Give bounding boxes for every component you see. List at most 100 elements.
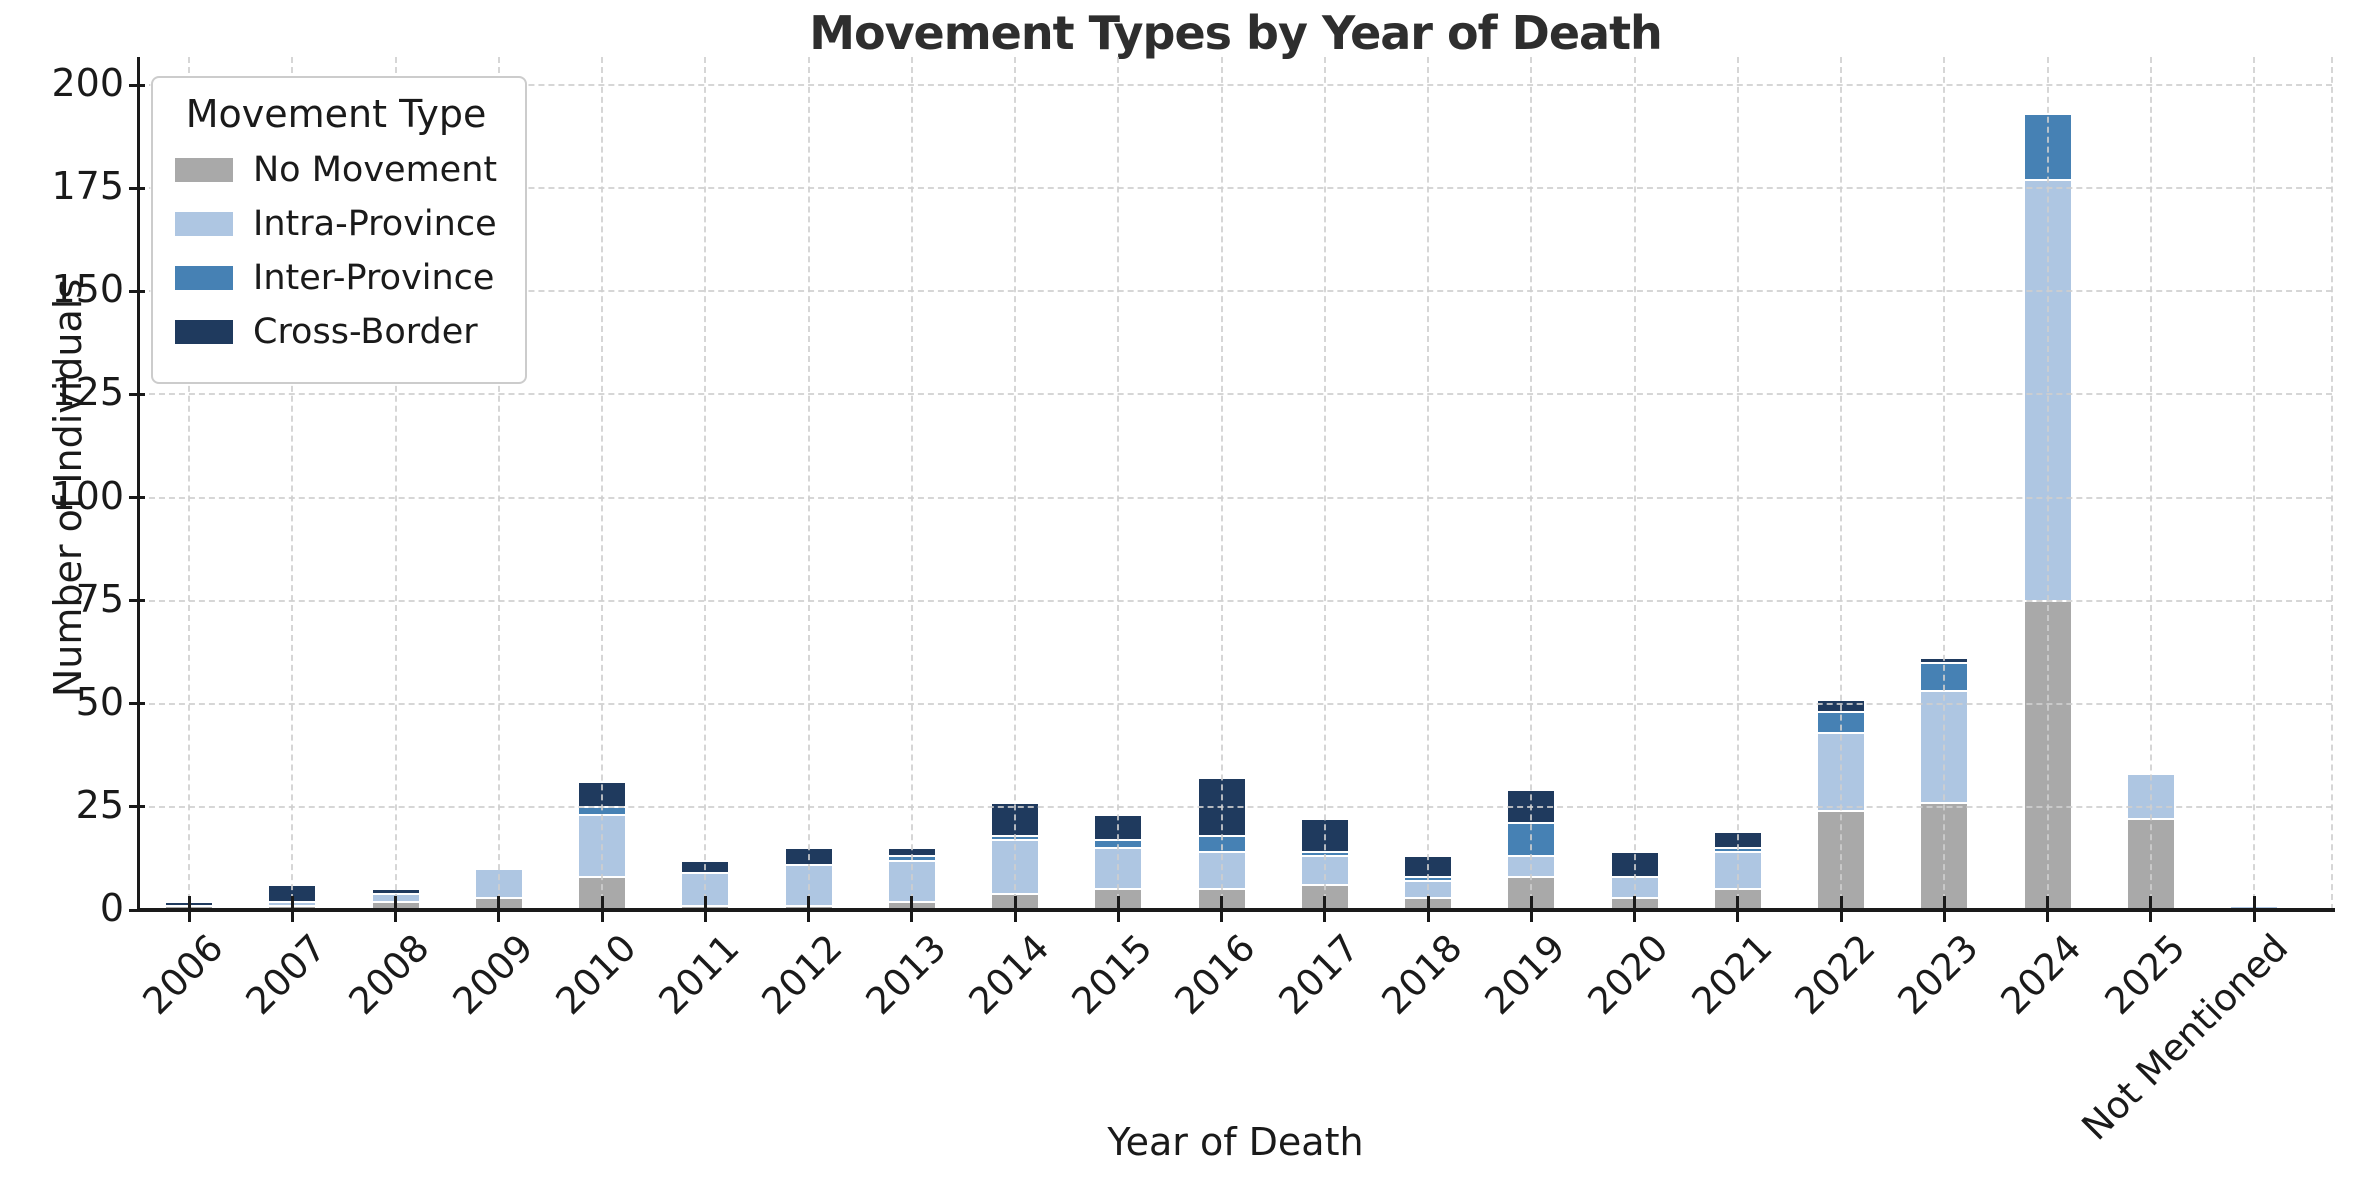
x-gridline [291,57,294,910]
legend-item-label: Intra-Province [253,204,497,244]
y-tick-mark [129,392,145,396]
x-tick-label: 2024 [1992,926,2090,1023]
y-tick-label: 50 [75,679,124,724]
x-tick-mark [1323,896,1327,922]
legend-item: Inter-Province [175,258,497,298]
x-tick-label: 2021 [1683,926,1781,1023]
x-gridline [1014,57,1016,910]
x-tick-mark [497,896,501,922]
x-tick-mark [1839,896,1843,922]
x-tick-mark [290,896,294,922]
x-gridline [1117,57,1120,910]
x-tick-label: 2020 [1579,926,1677,1023]
legend-items: No Movement Intra-Province Inter-Province C… [175,150,497,352]
x-tick-label: 2015 [1063,926,1161,1023]
x-tick-mark [1529,896,1533,922]
x-tick-mark [807,896,810,922]
x-tick-mark [1633,896,1636,922]
y-tick-mark [129,496,145,499]
legend-item-label: Inter-Province [253,258,495,298]
legend-swatch-cross-border [175,320,233,344]
legend-box: Movement Type No Movement Intra-Province I… [151,76,528,384]
x-tick-mark [910,896,914,922]
y-gridline [139,599,2332,602]
x-tick-label: 2006 [134,926,232,1023]
x-gridline [1943,57,1946,910]
x-tick-mark [2252,896,2256,922]
x-gridline [1427,57,1429,910]
x-gridline [1736,57,1739,910]
x-tick-mark [1426,896,1430,922]
x-gridline [2149,57,2152,910]
x-gridline [807,57,810,910]
y-tick-mark [129,186,145,190]
x-tick-label: 2008 [340,926,438,1023]
x-gridline [394,57,397,910]
legend-swatch-intra-province [175,212,233,236]
y-tick-label: 150 [51,267,124,312]
x-tick-label: 2019 [1476,926,1574,1023]
y-tick-label: 0 [99,886,124,930]
y-gridline [139,187,2332,190]
legend-item: No Movement [175,150,497,190]
x-gridline [704,57,707,910]
x-tick-label: 2013 [857,926,955,1023]
y-gridline [139,496,2332,499]
y-tick-label: 200 [51,61,124,105]
y-gridline [139,84,2332,86]
x-gridline [910,57,913,910]
x-tick-label: 2011 [650,926,748,1023]
y-tick-mark [129,83,145,87]
x-gridline [497,57,500,910]
x-tick-label: 2022 [1786,926,1884,1023]
x-tick-mark [1942,896,1946,922]
y-tick-label: 75 [75,576,124,621]
plot-right-edge [2331,57,2333,910]
x-gridline [1323,57,1326,910]
x-gridline [2046,57,2049,910]
x-tick-label: 2025 [2096,926,2194,1023]
x-tick-mark [1220,896,1223,922]
y-tick-mark [129,908,145,912]
y-axis-spine [137,57,140,912]
y-gridline [139,393,2332,396]
x-tick-mark [187,896,191,922]
x-tick-mark [1013,896,1017,922]
y-gridline [139,805,2332,808]
x-tick-mark [600,896,604,922]
x-tick-label: 2012 [753,926,851,1023]
x-tick-mark [2046,896,2049,922]
y-tick-label: 100 [51,473,124,518]
x-tick-label: 2010 [547,926,645,1023]
y-tick-mark [129,702,145,706]
x-tick-mark [1116,896,1120,922]
y-gridline [139,290,2332,293]
x-gridline [1530,57,1533,910]
x-tick-mark [394,896,397,922]
x-gridline [1220,57,1223,910]
legend-swatch-no-movement [175,158,233,182]
x-tick-label: 2014 [960,926,1058,1023]
legend-item-label: No Movement [253,150,498,190]
x-tick-mark [2149,896,2153,922]
legend-swatch-inter-province [175,266,233,290]
x-gridline [601,57,603,910]
x-tick-label: 2007 [237,926,335,1023]
y-tick-label: 25 [75,782,124,827]
x-tick-label: 2023 [1889,926,1987,1023]
chart-title: Movement Types by Year of Death [809,6,1663,60]
legend-item: Cross-Border [175,312,497,352]
y-tick-label: 125 [51,370,124,415]
x-axis-label: Year of Death [1107,1120,1364,1164]
x-tick-label: 2009 [444,926,542,1023]
x-tick-mark [703,896,707,922]
x-gridline [1633,57,1636,910]
x-tick-mark [1736,896,1740,922]
x-tick-label: 2017 [1270,926,1368,1023]
legend-title: Movement Type [185,92,487,136]
x-gridline [188,57,190,910]
legend-item-label: Cross-Border [253,312,478,352]
x-tick-label: 2018 [1373,926,1471,1023]
y-tick-mark [129,805,145,809]
